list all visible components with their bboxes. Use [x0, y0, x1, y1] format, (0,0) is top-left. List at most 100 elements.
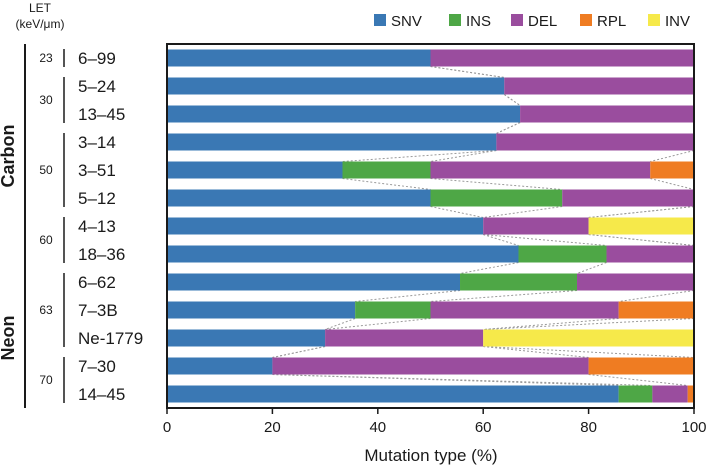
let-group-label: 70 — [39, 373, 53, 387]
bar-segment-del — [483, 217, 589, 235]
bar-segment-snv — [167, 329, 326, 347]
bar-segment-del — [325, 329, 484, 347]
connector-line — [588, 234, 695, 246]
category-label: 6–62 — [78, 273, 116, 292]
let-group-label: 30 — [39, 93, 53, 107]
connector-line — [483, 318, 619, 330]
category-label: 7–30 — [78, 357, 116, 376]
legend-swatch-del — [511, 14, 523, 26]
bar-segment-inv — [588, 217, 694, 235]
connector-line — [430, 290, 578, 302]
bar-segment-snv — [167, 161, 343, 179]
bar-segment-snv — [167, 49, 431, 67]
let-group-label: 63 — [39, 303, 53, 317]
bar-segment-snv — [167, 357, 273, 375]
let-header-line1: LET — [29, 1, 52, 15]
connector-line — [342, 150, 497, 162]
connector-line — [503, 94, 521, 106]
bar-segment-rpl — [618, 301, 694, 319]
x-axis: 0 20 40 60 80 100 — [163, 408, 707, 436]
bar-segment-ins — [430, 189, 563, 207]
connector-line — [342, 178, 431, 190]
bar-segment-del — [504, 77, 694, 95]
bar-segment-ins — [518, 245, 607, 263]
bar-segment-snv — [167, 133, 497, 151]
bar-segment-ins — [355, 301, 431, 319]
stacked-bars — [167, 49, 694, 403]
x-tick-label: 40 — [369, 419, 386, 436]
category-label: 5–24 — [78, 77, 116, 96]
category-label: 7–3B — [78, 301, 118, 320]
category-label: 3–14 — [78, 133, 116, 152]
connector-line — [272, 346, 326, 358]
connector-line — [430, 178, 563, 190]
ion-groups: Carbon Neon — [0, 44, 26, 408]
x-tick-label: 80 — [580, 419, 597, 436]
x-tick-label: 100 — [681, 419, 706, 436]
let-groups: 23 30 50 60 63 70 — [39, 49, 65, 403]
category-label: 14–45 — [78, 385, 125, 404]
bar-segment-del — [430, 161, 651, 179]
legend-label-ins: INS — [466, 13, 491, 30]
category-label: 18–36 — [78, 245, 125, 264]
bar-segment-snv — [167, 245, 519, 263]
connector-line — [430, 150, 497, 162]
category-label: 6–99 — [78, 49, 116, 68]
bar-segment-del — [430, 49, 694, 67]
connector-line — [430, 206, 484, 218]
bar-segment-snv — [167, 77, 505, 95]
x-axis-title: Mutation type (%) — [364, 446, 497, 465]
connector-line — [483, 346, 695, 358]
x-tick-label: 60 — [475, 419, 492, 436]
connector-line — [324, 318, 356, 330]
bar-segment-snv — [167, 189, 431, 207]
bar-segment-del — [606, 245, 694, 263]
legend-swatch-snv — [374, 14, 386, 26]
x-tick-label: 0 — [163, 419, 171, 436]
connector-line — [588, 374, 688, 386]
bar-segment-del — [577, 273, 694, 291]
let-header-line2: (keV/μm) — [16, 17, 65, 31]
legend: SNV INS DEL RPL INV — [374, 13, 690, 30]
bar-segment-inv — [483, 329, 694, 347]
let-group-label: 23 — [39, 51, 53, 65]
let-group-label: 50 — [39, 163, 53, 177]
bar-segment-ins — [342, 161, 431, 179]
bar-segment-ins — [460, 273, 578, 291]
connector-line — [325, 318, 431, 330]
connector-line — [650, 150, 695, 162]
connector-line — [496, 122, 521, 134]
plot-frame — [166, 43, 695, 409]
connector-line — [430, 66, 505, 78]
bar-segment-snv — [167, 385, 619, 403]
bar-segment-rpl — [687, 385, 694, 403]
connector-line — [588, 206, 695, 218]
connector-line — [483, 318, 695, 330]
ion-group-label: Carbon — [0, 125, 18, 188]
legend-swatch-rpl — [580, 14, 592, 26]
category-label: 5–12 — [78, 189, 116, 208]
legend-label-snv: SNV — [391, 13, 422, 30]
bar-segment-rpl — [588, 357, 694, 375]
bar-segment-del — [652, 385, 688, 403]
y-axis-labels: 6–99 5–24 13–45 3–14 3–51 5–12 4–13 18–36 6–62 7–… — [78, 49, 143, 404]
legend-swatch-inv — [648, 14, 660, 26]
legend-swatch-ins — [449, 14, 461, 26]
connector-line — [272, 374, 653, 386]
category-label: 4–13 — [78, 217, 116, 236]
connector-line — [650, 178, 695, 190]
ion-group-label: Neon — [0, 316, 18, 361]
bar-segment-rpl — [650, 161, 694, 179]
bar-segment-ins — [618, 385, 653, 403]
connector-line — [355, 290, 461, 302]
connector-line — [483, 346, 589, 358]
bar-segment-snv — [167, 273, 461, 291]
category-label: 3–51 — [78, 161, 116, 180]
let-group-label: 60 — [39, 233, 53, 247]
category-label: 13–45 — [78, 105, 125, 124]
connector-line — [483, 206, 563, 218]
bar-segment-snv — [167, 105, 521, 123]
connector-line — [576, 262, 607, 274]
connector-line — [618, 290, 695, 302]
